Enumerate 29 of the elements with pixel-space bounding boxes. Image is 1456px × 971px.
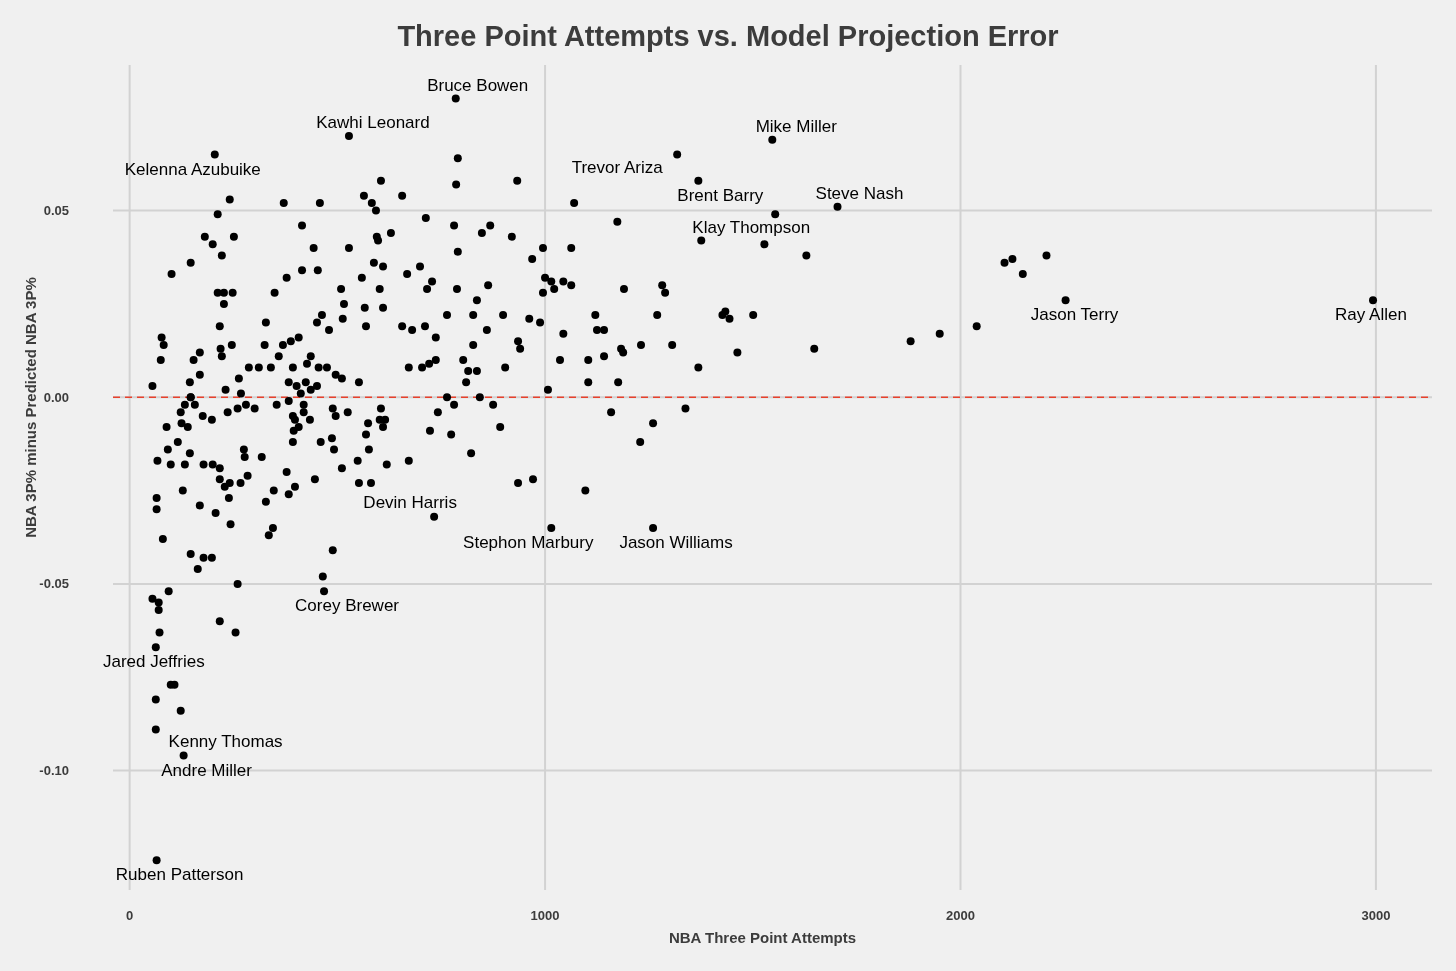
x-tick-label: 1000 — [530, 908, 560, 923]
y-tick-label: 0.05 — [43, 203, 69, 219]
annotation: Kawhi Leonard — [316, 112, 430, 132]
annotation: Jason Terry — [1030, 305, 1119, 325]
x-axis-title: NBA Three Point Attempts — [668, 929, 857, 946]
annotation: Kenny Thomas — [168, 731, 283, 751]
annotation: Stephon Marbury — [463, 532, 594, 552]
annotation: Ray Allen — [1335, 305, 1407, 325]
annotation: Devin Harris — [363, 492, 457, 512]
y-tick-label: -0.05 — [39, 576, 69, 592]
annotation: Brent Barry — [677, 185, 764, 205]
annotation: Steve Nash — [815, 183, 904, 203]
y-tick-label: 0.00 — [43, 389, 69, 405]
x-tick-label: 0 — [126, 908, 134, 923]
annotation: Bruce Bowen — [427, 75, 529, 95]
annotation: Andre Miller — [161, 760, 253, 780]
annotation: Jason Williams — [619, 532, 733, 552]
annotation: Trevor Ariza — [571, 157, 664, 177]
annotation: Kelenna Azubuike — [124, 159, 261, 179]
chart-title: Three Point Attempts vs. Model Projection Error — [397, 20, 1059, 52]
y-tick-label: -0.10 — [39, 763, 69, 779]
x-tick-label: 3000 — [1361, 908, 1391, 923]
annotation: Mike Miller — [755, 116, 838, 136]
x-tick-label: 2000 — [946, 908, 975, 923]
y-axis-title: NBA 3P% minus Predicted NBA 3P% — [22, 277, 39, 538]
annotation: Klay Thompson — [692, 218, 811, 238]
annotation: Jared Jeffries — [102, 652, 205, 672]
annotation: Ruben Patterson — [115, 865, 244, 885]
annotation: Corey Brewer — [295, 596, 400, 616]
